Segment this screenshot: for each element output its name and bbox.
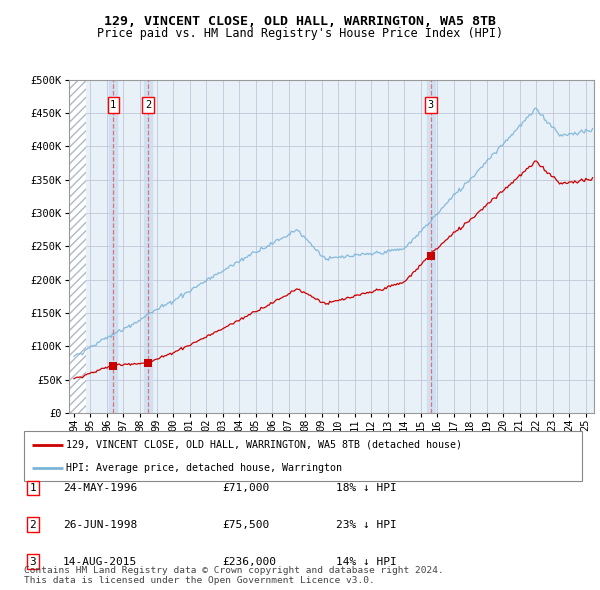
Bar	[427, 80, 435, 413]
Text: HPI: Average price, detached house, Warrington: HPI: Average price, detached house, Warr…	[66, 463, 342, 473]
Text: 26-JUN-1998: 26-JUN-1998	[63, 520, 137, 529]
Text: 2: 2	[145, 100, 151, 110]
Text: 3: 3	[428, 100, 434, 110]
Text: 129, VINCENT CLOSE, OLD HALL, WARRINGTON, WA5 8TB (detached house): 129, VINCENT CLOSE, OLD HALL, WARRINGTON…	[66, 440, 462, 450]
Text: 14-AUG-2015: 14-AUG-2015	[63, 557, 137, 566]
Bar	[109, 80, 118, 413]
Text: 18% ↓ HPI: 18% ↓ HPI	[336, 483, 397, 493]
Text: £236,000: £236,000	[222, 557, 276, 566]
Text: 2: 2	[29, 520, 37, 529]
Text: Contains HM Land Registry data © Crown copyright and database right 2024.
This d: Contains HM Land Registry data © Crown c…	[24, 566, 444, 585]
Bar	[144, 80, 152, 413]
Text: £75,500: £75,500	[222, 520, 269, 529]
Text: 24-MAY-1996: 24-MAY-1996	[63, 483, 137, 493]
Text: Price paid vs. HM Land Registry's House Price Index (HPI): Price paid vs. HM Land Registry's House …	[97, 27, 503, 40]
Text: 3: 3	[29, 557, 37, 566]
Text: 129, VINCENT CLOSE, OLD HALL, WARRINGTON, WA5 8TB: 129, VINCENT CLOSE, OLD HALL, WARRINGTON…	[104, 15, 496, 28]
Text: 1: 1	[29, 483, 37, 493]
Text: 1: 1	[110, 100, 116, 110]
Text: 23% ↓ HPI: 23% ↓ HPI	[336, 520, 397, 529]
Text: £71,000: £71,000	[222, 483, 269, 493]
Text: 14% ↓ HPI: 14% ↓ HPI	[336, 557, 397, 566]
